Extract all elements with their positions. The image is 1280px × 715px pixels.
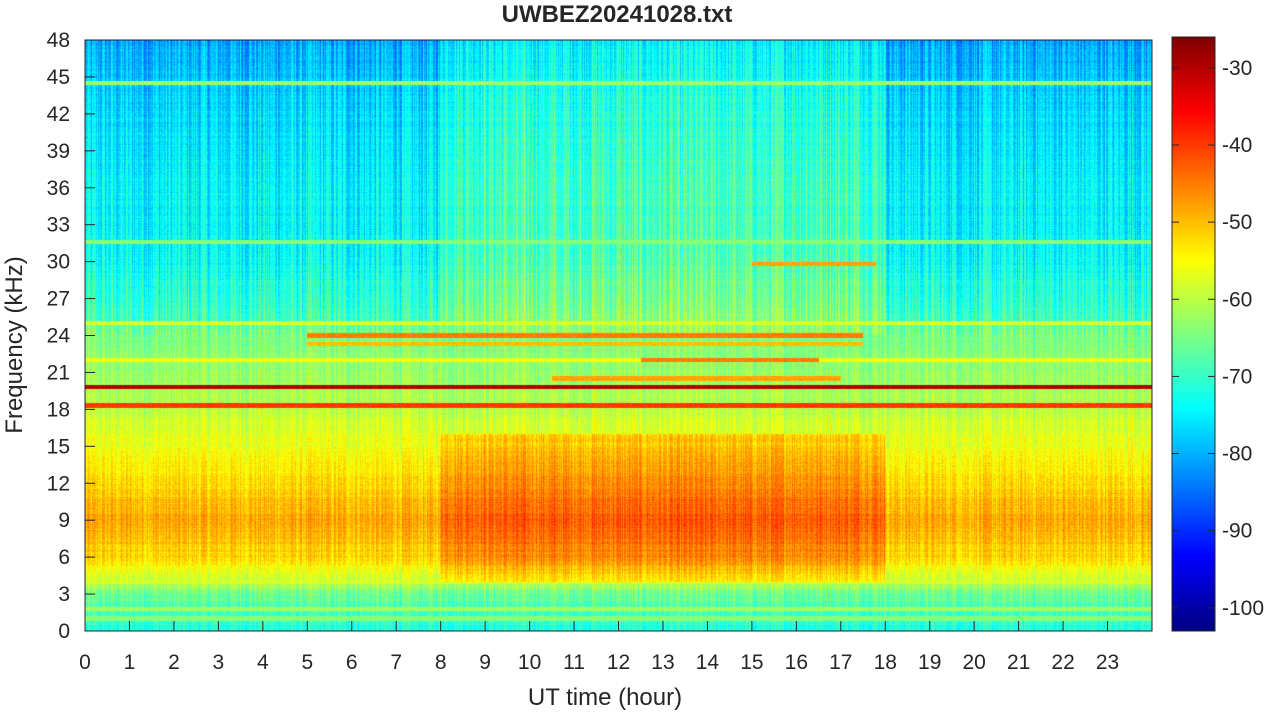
- colorbar-tick-label: -50: [1222, 211, 1252, 234]
- colorbar-tick-label: -30: [1222, 57, 1252, 80]
- x-tick-label: 20: [962, 651, 985, 674]
- x-tick-label: 5: [301, 651, 313, 674]
- y-tick-label: 42: [47, 103, 70, 126]
- y-tick-label: 9: [58, 509, 70, 532]
- y-tick-label: 6: [58, 546, 70, 569]
- y-tick-label: 12: [47, 472, 70, 495]
- y-tick-label: 3: [58, 583, 70, 606]
- x-tick-label: 23: [1096, 651, 1119, 674]
- y-tick-label: 0: [58, 620, 70, 643]
- x-tick-label: 0: [79, 651, 91, 674]
- x-tick-label: 19: [918, 651, 941, 674]
- y-axis-label: Frequency (kHz): [1, 256, 28, 433]
- x-tick-label: 7: [390, 651, 402, 674]
- colorbar-frame: [1171, 36, 1216, 632]
- x-tick-label: 13: [651, 651, 674, 674]
- colorbar-tick-label: -100: [1222, 597, 1264, 620]
- x-tick-label: 17: [829, 651, 852, 674]
- x-tick-label: 18: [874, 651, 897, 674]
- x-tick-label: 4: [257, 651, 269, 674]
- chart-title: UWBEZ20241028.txt: [502, 1, 733, 28]
- y-tick-label: 15: [47, 435, 70, 458]
- y-tick-label: 45: [47, 66, 70, 89]
- colorbar-tick-label: -60: [1222, 288, 1252, 311]
- x-tick-label: 14: [696, 651, 720, 674]
- y-tick-label: 33: [47, 214, 70, 237]
- colorbar-tick-label: -90: [1222, 520, 1252, 543]
- colorbar-tick-label: -40: [1222, 134, 1252, 157]
- x-tick-label: 16: [785, 651, 808, 674]
- colorbar: [1172, 37, 1215, 631]
- x-tick-label: 9: [479, 651, 491, 674]
- x-tick-label: 15: [740, 651, 763, 674]
- x-tick-label: 22: [1051, 651, 1074, 674]
- x-tick-label: 3: [213, 651, 225, 674]
- x-tick-label: 8: [435, 651, 447, 674]
- colorbar-ticks: -100 -90 -80 -70 -60 -50 -40 -30: [1172, 57, 1264, 620]
- colorbar-gradient: [1172, 37, 1215, 631]
- x-axis-ticks: 0 1 2 3 4 5 6 7 8 9 10 11 12 13 14 15 16 17 18 19 20 21 22 23: [79, 621, 1119, 674]
- y-tick-label: 39: [47, 140, 70, 163]
- x-tick-label: 21: [1007, 651, 1030, 674]
- x-tick-label: 6: [346, 651, 358, 674]
- colorbar-tick-label: -70: [1222, 365, 1252, 388]
- y-tick-label: 30: [47, 251, 70, 274]
- x-tick-label: 1: [124, 651, 136, 674]
- x-tick-label: 10: [518, 651, 541, 674]
- y-tick-label: 21: [47, 361, 70, 384]
- colorbar-tick-label: -80: [1222, 443, 1252, 466]
- y-tick-label: 27: [47, 288, 70, 311]
- spectrogram-heatmap: [85, 40, 1152, 631]
- y-tick-label: 18: [47, 398, 70, 421]
- y-tick-label: 48: [47, 29, 70, 52]
- x-tick-label: 12: [607, 651, 630, 674]
- x-axis-label: UT time (hour): [528, 684, 682, 711]
- spectrogram-plot-area: [85, 40, 1152, 631]
- x-tick-label: 11: [563, 651, 585, 674]
- y-tick-label: 36: [47, 177, 70, 200]
- y-tick-label: 24: [47, 325, 71, 348]
- x-tick-label: 2: [168, 651, 180, 674]
